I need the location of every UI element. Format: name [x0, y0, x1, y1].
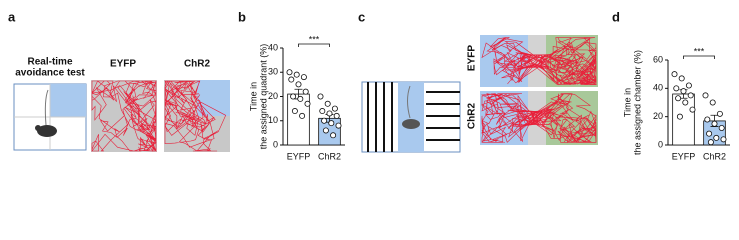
trajectory [91, 80, 157, 153]
y-axis-label: the assigned quadrant (%) [258, 44, 268, 150]
group-label: ChR2 [184, 59, 211, 70]
data-point [295, 81, 302, 88]
data-point [720, 136, 727, 143]
group-label: EYFP [467, 45, 478, 71]
significance-label: *** [694, 46, 705, 56]
data-point [682, 99, 689, 106]
data-point [678, 75, 685, 82]
data-point [685, 82, 692, 89]
y-tick-label: 0 [658, 139, 663, 149]
panel-title: avoidance test [15, 68, 85, 79]
data-point [288, 76, 295, 83]
data-point [673, 85, 680, 92]
panel-label: c [358, 9, 365, 24]
x-tick-label: ChR2 [703, 151, 726, 161]
significance-label: *** [309, 34, 320, 44]
y-tick-label: 60 [653, 54, 663, 64]
data-point [671, 71, 678, 78]
data-point [299, 112, 306, 119]
y-axis-label: Time in [248, 82, 258, 111]
data-point [676, 113, 683, 120]
figure: a b c d Real-time avoidance test EYFP Ch… [8, 9, 730, 162]
data-point [711, 120, 718, 127]
data-point [286, 69, 293, 76]
x-tick-label: EYFP [287, 151, 311, 161]
trajectory [489, 37, 597, 85]
data-point [687, 92, 694, 99]
panel-label: a [8, 9, 16, 24]
x-tick-label: EYFP [672, 151, 696, 161]
data-point [319, 108, 326, 115]
data-point [718, 125, 725, 132]
data-point [331, 105, 338, 112]
data-point [680, 88, 687, 95]
data-point [297, 95, 304, 102]
schematic [361, 81, 461, 153]
data-point [713, 134, 720, 141]
data-point [330, 132, 337, 139]
trajectory [164, 80, 227, 152]
data-point [702, 92, 709, 99]
group-label: ChR2 [467, 103, 478, 130]
data-point [689, 106, 696, 113]
data-point [675, 95, 682, 102]
schematic [13, 83, 87, 151]
data-point [706, 130, 713, 137]
y-tick-label: 20 [268, 91, 278, 101]
data-point [335, 122, 342, 129]
data-point [328, 120, 335, 127]
y-tick-label: 0 [273, 139, 278, 149]
group-label: EYFP [110, 59, 136, 70]
panel-title: Real-time [27, 57, 72, 68]
y-tick-label: 20 [653, 111, 663, 121]
y-tick-label: 40 [653, 83, 663, 93]
data-point [709, 99, 716, 106]
significance-bracket [683, 55, 715, 59]
data-point [324, 100, 331, 107]
panel-label: d [612, 9, 620, 24]
data-point [704, 116, 711, 123]
data-point [302, 88, 309, 95]
y-tick-label: 30 [268, 67, 278, 77]
panel-label: b [238, 9, 246, 24]
data-point [290, 93, 297, 100]
data-point [293, 71, 300, 78]
x-tick-label: ChR2 [318, 151, 341, 161]
data-point [321, 117, 328, 124]
data-point [322, 127, 329, 134]
trajectory [480, 92, 597, 143]
data-point [317, 93, 324, 100]
data-point [707, 139, 714, 146]
data-point [291, 108, 298, 115]
y-axis-label: Time in [622, 88, 632, 117]
data-point [333, 112, 340, 119]
data-point [300, 74, 307, 81]
data-point [716, 110, 723, 117]
y-tick-label: 10 [268, 115, 278, 125]
data-point [304, 100, 311, 107]
data-point [326, 110, 333, 117]
y-tick-label: 40 [268, 42, 278, 52]
significance-bracket [298, 43, 330, 47]
y-axis-label: the assigned chamber (%) [632, 50, 642, 155]
